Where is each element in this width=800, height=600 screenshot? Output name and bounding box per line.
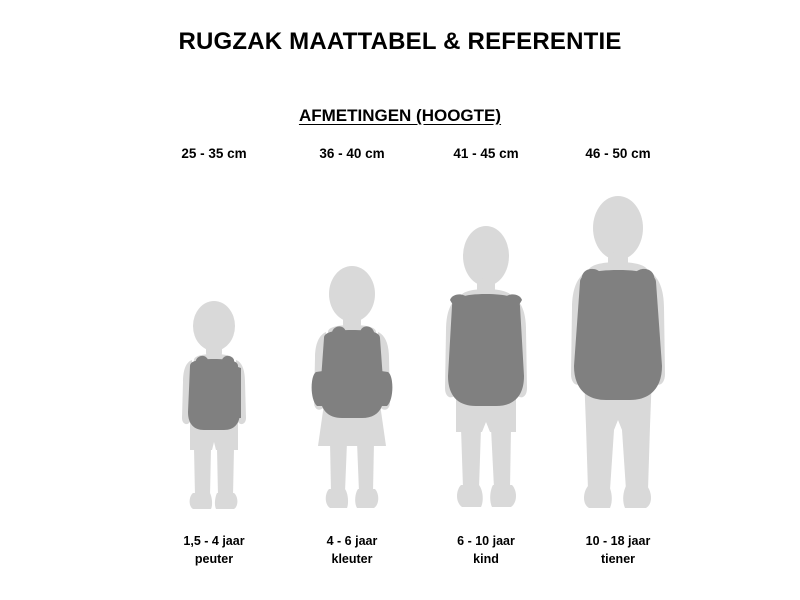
size-label-4: 46 - 50 cm: [585, 146, 651, 161]
age-range-2: 4 - 6 jaar: [326, 533, 378, 548]
size-label-1: 25 - 35 cm: [181, 146, 247, 161]
stage-1: peuter: [194, 551, 234, 566]
age-label-2: 4 - 6 jaar kleuter: [286, 532, 418, 568]
age-label-3: 6 - 10 jaar kind: [420, 532, 552, 568]
age-range-4: 10 - 18 jaar: [585, 533, 651, 548]
section-subtitle: AFMETINGEN (HOOGTE): [0, 106, 800, 126]
size-reference-row: 25 - 35 cm: [138, 146, 668, 586]
toddler-with-backpack-silhouette: [148, 176, 280, 516]
age-label-4: 10 - 18 jaar tiener: [552, 532, 684, 568]
stage-4: tiener: [600, 551, 636, 566]
preschooler-with-backpack-silhouette: [286, 176, 418, 516]
age-label-1: 1,5 - 4 jaar peuter: [148, 532, 280, 568]
size-label-3: 41 - 45 cm: [453, 146, 519, 161]
size-column-41-45: 41 - 45 cm: [420, 146, 552, 586]
stage-2: kleuter: [331, 551, 373, 566]
age-range-1: 1,5 - 4 jaar: [183, 533, 245, 548]
stage-3: kind: [473, 551, 499, 566]
page-title: RUGZAK MAATTABEL & REFERENTIE: [178, 28, 622, 55]
teen-with-backpack-silhouette: [552, 176, 684, 516]
size-column-36-40: 36 - 40 cm: [286, 146, 418, 586]
size-label-2: 36 - 40 cm: [319, 146, 385, 161]
age-range-3: 6 - 10 jaar: [457, 533, 515, 548]
size-column-25-35: 25 - 35 cm: [148, 146, 280, 586]
size-column-46-50: 46 - 50 cm: [552, 146, 684, 586]
child-with-backpack-silhouette: [420, 176, 552, 516]
section-subtitle-text: AFMETINGEN (HOOGTE): [298, 106, 502, 125]
